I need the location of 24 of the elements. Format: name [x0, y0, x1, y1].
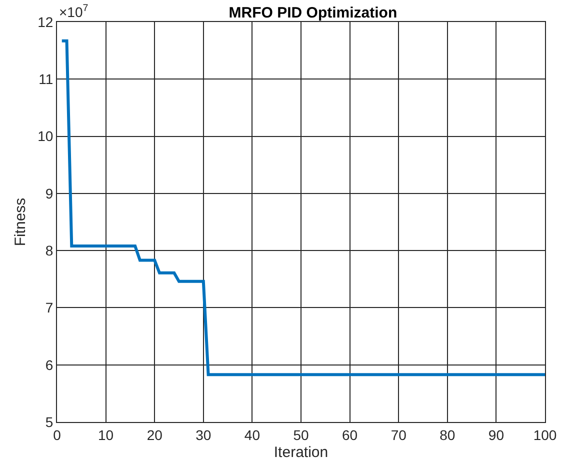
- chart-title: MRFO PID Optimization: [228, 4, 398, 22]
- y-tick-label: 12: [38, 14, 54, 30]
- x-tick-label: 40: [244, 426, 260, 443]
- x-tick-label: 60: [342, 426, 358, 443]
- x-axis-title: Iteration: [274, 444, 328, 461]
- x-tick-label: 80: [440, 426, 456, 443]
- x-tick-label: 10: [98, 426, 114, 443]
- text: ×10$^{7}$: [59, 3, 88, 20]
- x-tick-label: 30: [196, 426, 212, 443]
- y-tick-label: 6: [45, 356, 54, 373]
- y-tick-label: 5: [45, 414, 54, 430]
- y-tick-label: 11: [38, 71, 54, 88]
- y-tick-label: 7: [45, 300, 54, 316]
- y-tick-label: 10: [38, 128, 54, 144]
- x-tick-label: 20: [146, 426, 163, 443]
- y-axis-title: Fitness: [12, 198, 29, 246]
- x-tick-label: 90: [488, 426, 504, 443]
- x-tick-label: 100: [533, 426, 557, 443]
- x-tick-label: 0: [53, 426, 62, 443]
- x-tick-label: 70: [390, 426, 407, 443]
- y-tick-label: 9: [45, 185, 54, 202]
- x-tick-label: 50: [293, 426, 309, 443]
- y-tick-label: 8: [45, 242, 54, 258]
- line-series: [60, 39, 545, 376]
